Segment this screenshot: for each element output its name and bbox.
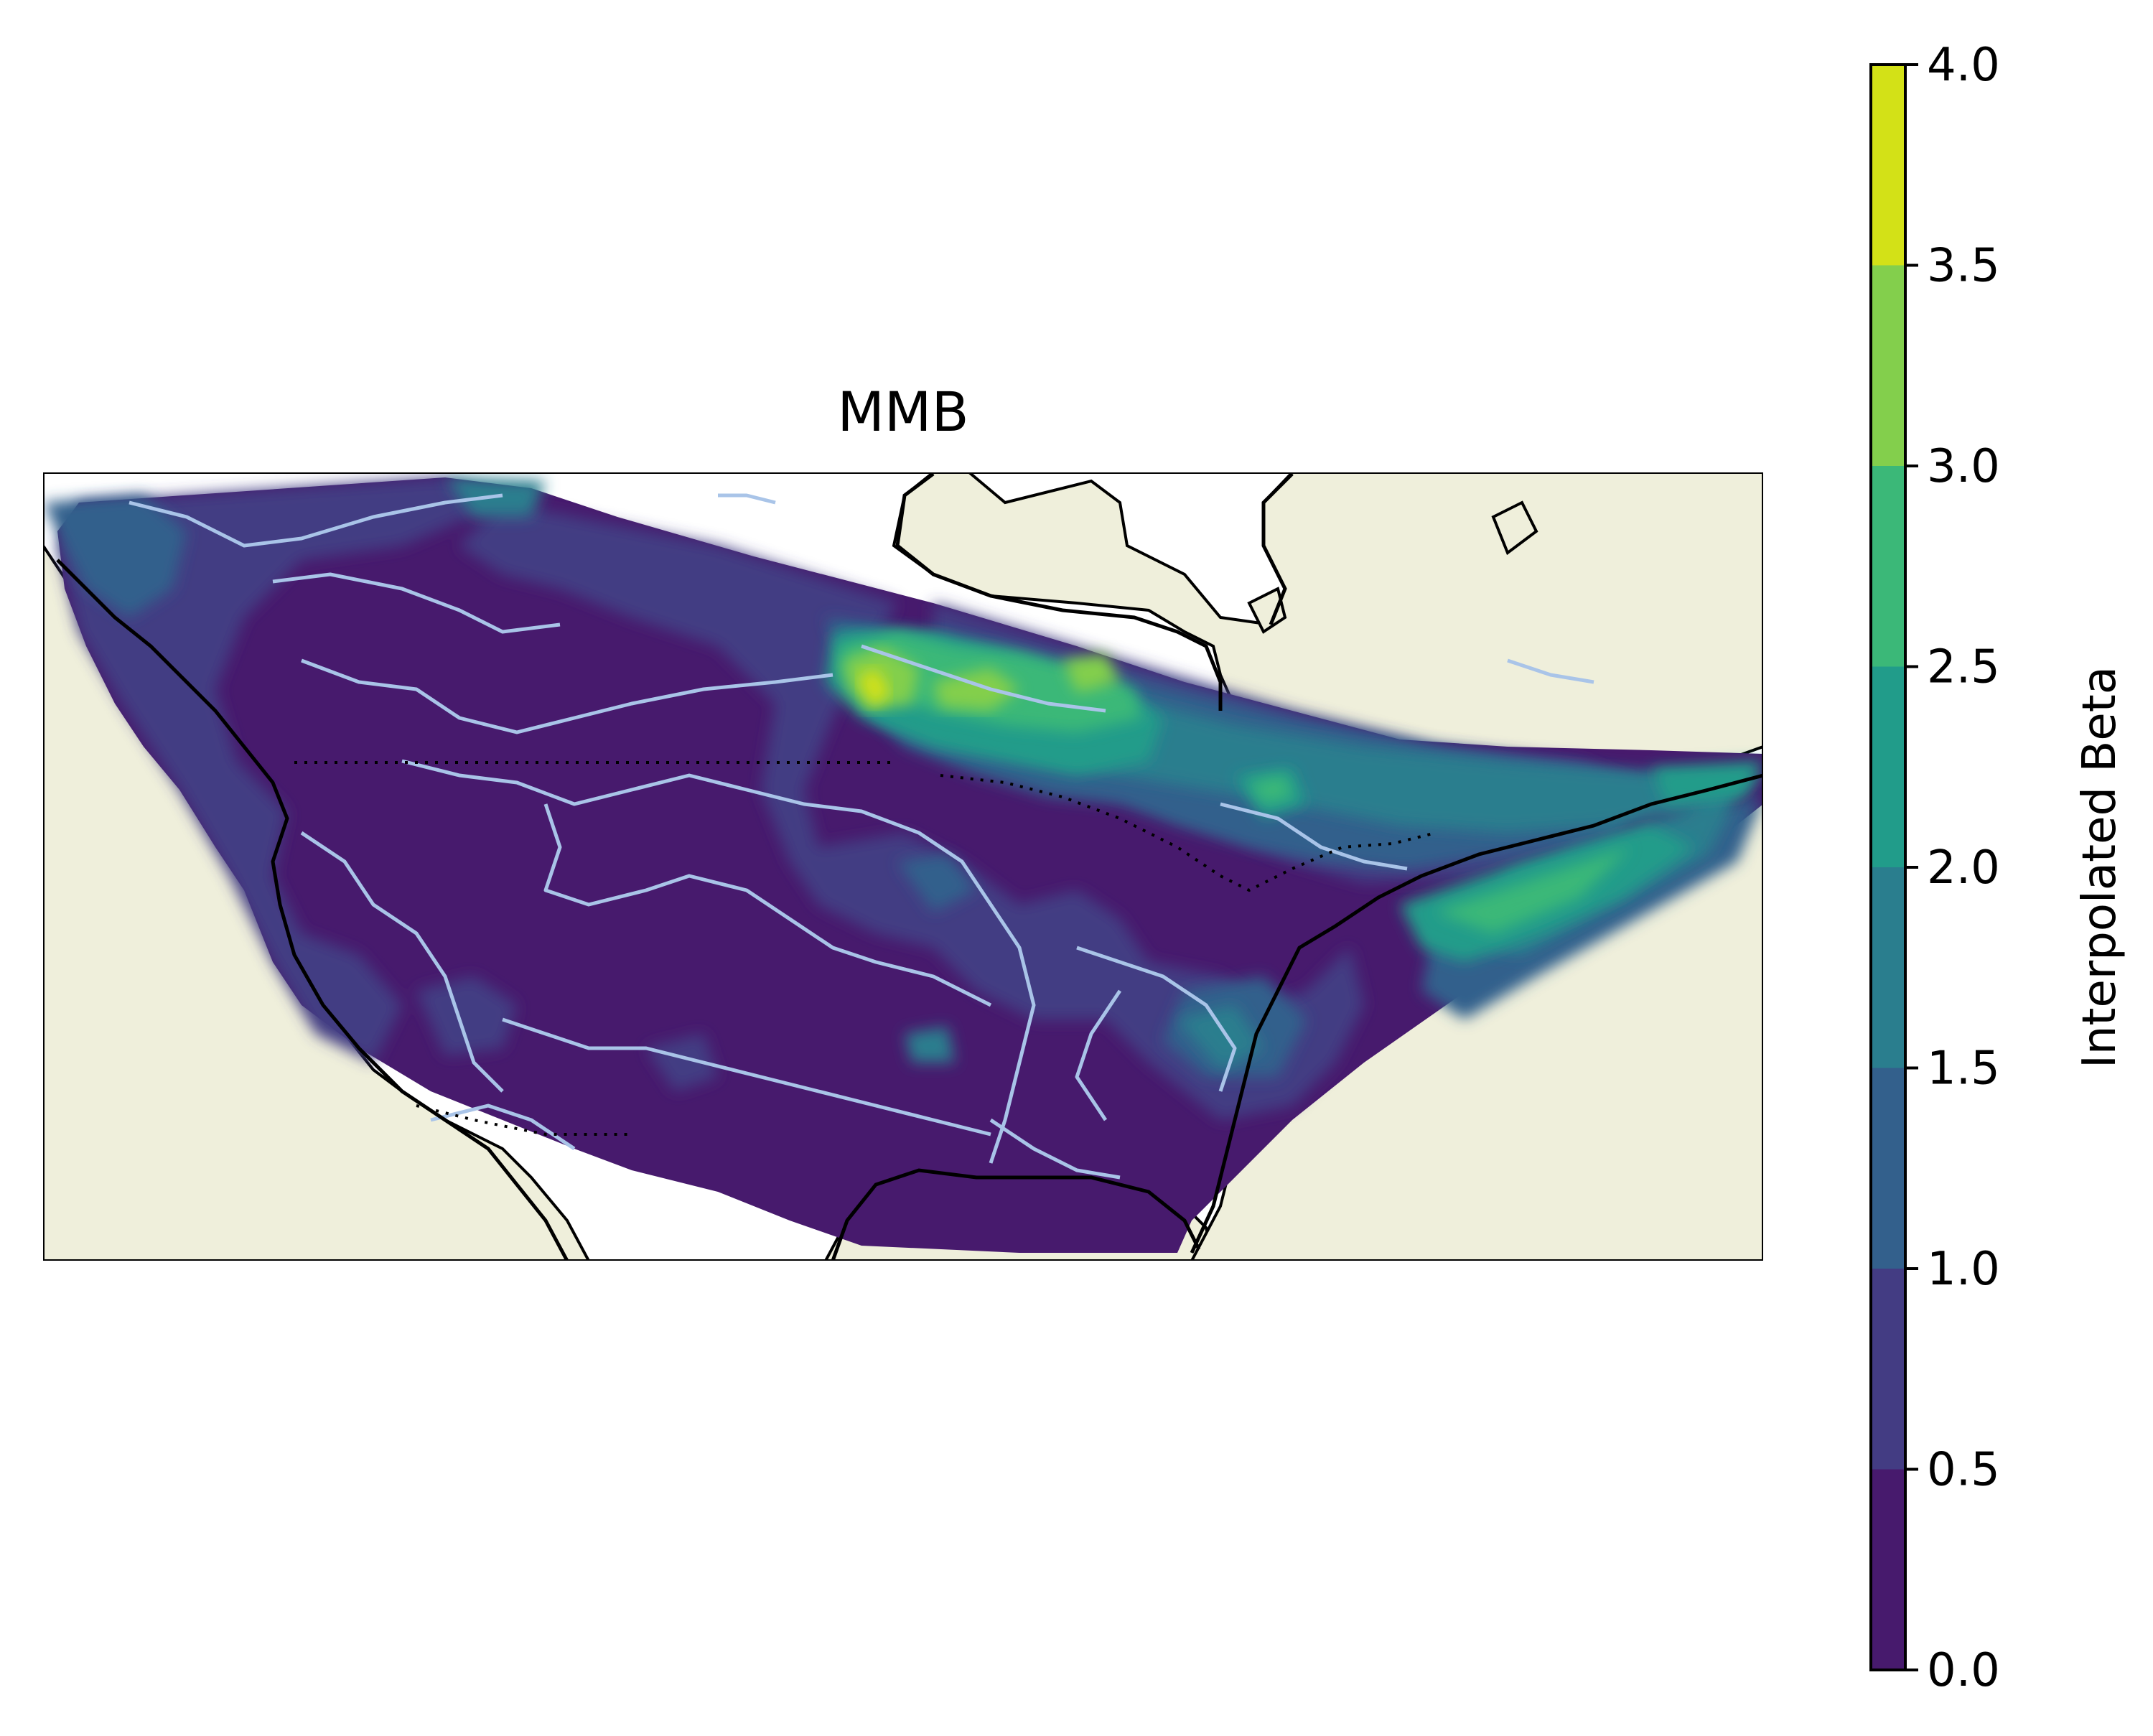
colorbar: 0.0 0.5 1.0 1.5 2.0 2.5 3.0 3.5 4.0 Interpolated… <box>1869 39 2126 1697</box>
colorbar-label: Interpolated Beta <box>2073 666 2126 1068</box>
map-title: MMB <box>837 380 968 444</box>
rivers-layer <box>129 493 1594 1180</box>
colorbar-level-6 <box>1871 265 1905 466</box>
colorbar-tick-label: 3.5 <box>1927 240 2000 293</box>
colorbar-ticks: 0.0 0.5 1.0 1.5 2.0 2.5 3.0 3.5 4.0 <box>1905 39 2000 1697</box>
colorbar-level-2 <box>1871 1068 1905 1269</box>
colorbar-tick-label: 2.5 <box>1927 641 2000 694</box>
colorbar-levels <box>1871 65 1905 1670</box>
colorbar-level-0 <box>1871 1469 1905 1670</box>
beta-level-7 <box>858 668 890 707</box>
colorbar-tick-label: 0.0 <box>1927 1644 2000 1697</box>
colorbar-tick-label: 3.0 <box>1927 440 2000 493</box>
colorbar-level-1 <box>1871 1269 1905 1470</box>
colorbar-tick-label: 4.0 <box>1927 39 2000 92</box>
colorbar-level-7 <box>1871 65 1905 266</box>
colorbar-tick-label: 0.5 <box>1927 1444 2000 1497</box>
beta-level-1 <box>57 477 503 1063</box>
arctic-islands <box>1247 500 1538 634</box>
borders-layer <box>294 761 1437 1136</box>
colorbar-tick-label: 2.0 <box>1927 841 2000 895</box>
colorbar-level-5 <box>1871 466 1905 667</box>
colorbar-level-4 <box>1871 666 1905 867</box>
beta-field <box>43 477 1763 1253</box>
colorbar-level-3 <box>1871 867 1905 1068</box>
beta-level-3 <box>847 632 1763 833</box>
colorbar-tick-label: 1.0 <box>1927 1243 2000 1296</box>
map-panel <box>43 472 1763 1261</box>
coastline-layer <box>56 472 1763 1261</box>
colorbar-tick-label: 1.5 <box>1927 1042 2000 1096</box>
